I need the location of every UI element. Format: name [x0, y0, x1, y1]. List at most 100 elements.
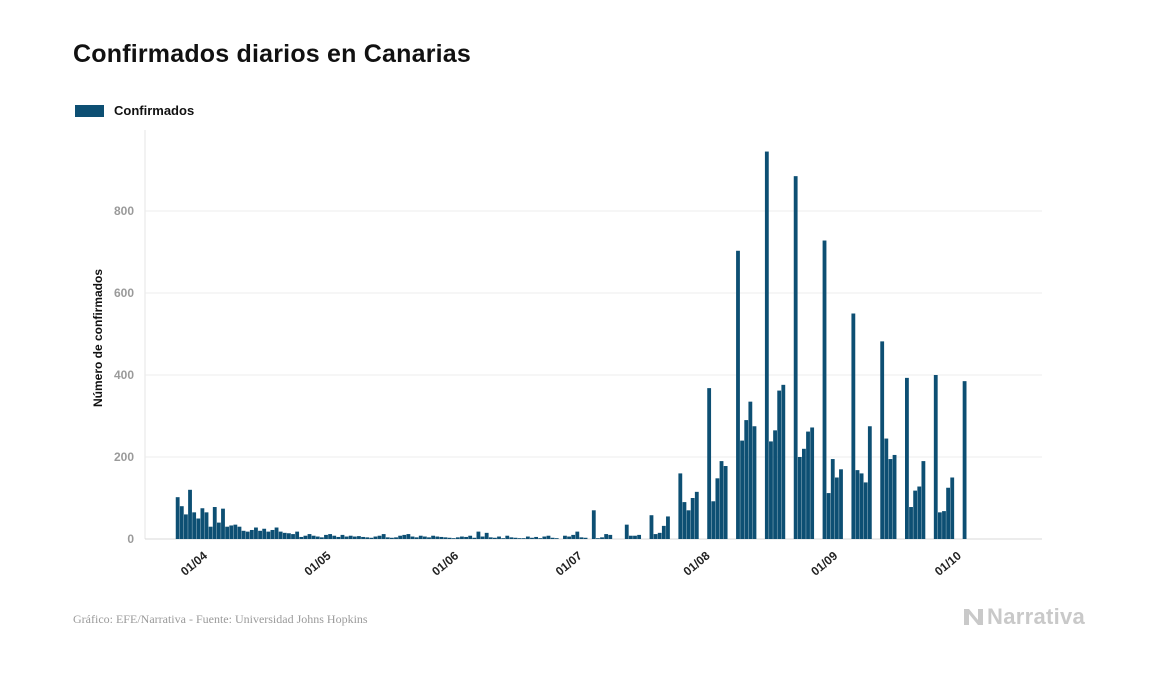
bar — [472, 537, 477, 539]
bar — [505, 535, 510, 539]
bar — [439, 536, 444, 539]
bar — [361, 536, 365, 539]
bar — [546, 535, 551, 539]
bar — [591, 510, 596, 539]
bar — [451, 538, 456, 539]
bar — [229, 525, 234, 539]
bar — [501, 538, 506, 539]
bar — [880, 341, 885, 539]
bar — [418, 535, 423, 539]
x-tick-label: 01/05 — [302, 548, 334, 578]
x-tick-label: 01/09 — [808, 548, 840, 578]
bar — [863, 482, 868, 539]
bar — [311, 535, 316, 539]
bar — [278, 531, 283, 539]
bar — [962, 381, 967, 539]
bar — [764, 151, 769, 540]
bar — [884, 438, 889, 539]
y-axis-title: Número de confirmados — [91, 269, 105, 407]
bar — [859, 473, 864, 539]
x-tick-label: 01/04 — [178, 548, 210, 578]
bar — [797, 457, 802, 539]
bar — [328, 534, 333, 539]
bar — [352, 536, 357, 539]
bar — [258, 530, 262, 539]
bar — [369, 537, 374, 539]
bar — [550, 537, 555, 539]
bar — [348, 535, 353, 539]
bar — [299, 536, 304, 539]
bar — [385, 537, 390, 539]
bar — [917, 486, 922, 539]
brand-name: Narrativa — [987, 604, 1086, 629]
bar — [398, 535, 403, 539]
bar — [427, 537, 431, 539]
bar — [839, 469, 843, 539]
bar — [200, 508, 205, 539]
bar — [579, 537, 584, 539]
bar — [596, 538, 600, 539]
x-tick-label: 01/06 — [429, 548, 461, 578]
bar — [241, 530, 246, 539]
bar — [781, 384, 786, 539]
bar — [175, 497, 180, 539]
bar — [888, 459, 893, 539]
bar — [307, 534, 312, 539]
bar — [431, 535, 436, 539]
bar — [208, 526, 213, 539]
bar — [723, 466, 728, 539]
bar — [464, 536, 468, 539]
bar — [455, 537, 460, 539]
bars-layer — [175, 151, 967, 540]
bar — [744, 420, 749, 539]
legend-label: Confirmados — [114, 103, 195, 118]
bar — [484, 532, 489, 539]
y-tick-label: 400 — [114, 368, 134, 382]
bar — [340, 534, 345, 539]
bar — [942, 511, 946, 539]
bar — [513, 537, 518, 539]
bar — [422, 536, 427, 539]
bar — [604, 534, 609, 539]
bar — [509, 537, 514, 539]
bar — [719, 461, 724, 539]
bar — [909, 507, 913, 539]
bar — [447, 537, 452, 539]
bar — [834, 477, 839, 539]
y-tick-label: 600 — [114, 286, 134, 300]
bar — [600, 537, 604, 539]
bar — [282, 532, 287, 539]
bar — [291, 534, 295, 539]
bar — [460, 536, 464, 539]
bar — [542, 536, 547, 539]
bar — [245, 531, 250, 539]
bar — [357, 536, 361, 539]
bar — [196, 518, 201, 539]
bar — [274, 527, 279, 539]
bar — [497, 536, 501, 539]
bar — [851, 313, 856, 539]
bar — [480, 536, 485, 539]
bar — [303, 535, 308, 539]
bar — [221, 508, 225, 539]
bar — [946, 487, 951, 539]
bar — [212, 507, 217, 539]
source-credit: Gráfico: EFE/Narrativa - Fuente: Univers… — [73, 612, 368, 626]
bar — [521, 538, 526, 539]
bar — [822, 240, 827, 539]
bar — [216, 522, 221, 539]
bar — [950, 477, 955, 539]
bar — [192, 512, 197, 539]
bar — [184, 514, 188, 539]
bar — [493, 537, 497, 539]
bar — [637, 534, 642, 539]
bar — [319, 537, 324, 539]
bar — [653, 534, 658, 539]
bar — [365, 537, 370, 539]
legend-swatch — [75, 104, 104, 117]
bar — [188, 489, 192, 539]
bar — [913, 490, 918, 539]
bar — [266, 531, 271, 539]
bar — [855, 470, 860, 539]
bar — [657, 532, 662, 539]
